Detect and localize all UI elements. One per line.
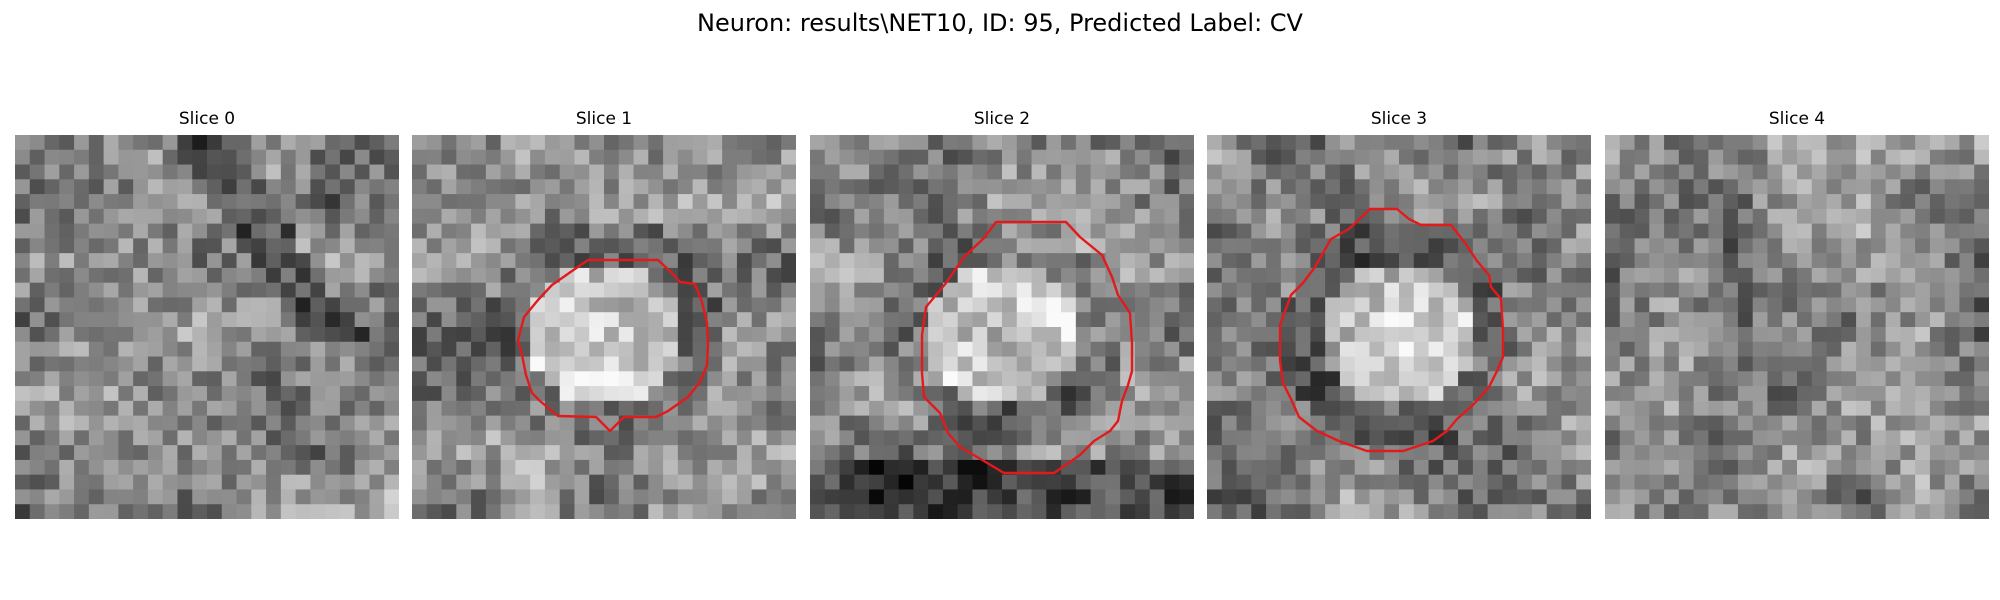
slice-title: Slice 1 <box>575 109 633 129</box>
slice-panel-4: Slice 4 <box>1605 108 1989 522</box>
slice-panel-3: Slice 3 <box>1207 108 1591 522</box>
slice-title: Slice 4 <box>1768 109 1826 129</box>
slice-image-3 <box>1207 135 1591 519</box>
slice-panel-2: Slice 2 <box>810 108 1194 522</box>
roi-outline <box>920 220 1134 475</box>
microscopy-pixels <box>810 135 1194 519</box>
slice-title: Slice 2 <box>973 109 1031 129</box>
slice-image-0 <box>15 135 399 519</box>
roi-outline <box>516 258 710 433</box>
microscopy-pixels <box>1207 135 1591 519</box>
slice-panel-1: Slice 1 <box>412 108 796 522</box>
slice-panel-0: Slice 0 <box>15 108 399 522</box>
slice-image-2 <box>810 135 1194 519</box>
microscopy-pixels <box>412 135 796 519</box>
slice-title: Slice 3 <box>1370 109 1428 129</box>
roi-outline <box>1278 207 1505 453</box>
figure-title: Neuron: results\NET10, ID: 95, Predicted… <box>697 9 1303 37</box>
slice-title: Slice 0 <box>178 109 236 129</box>
microscopy-pixels <box>1605 135 1989 519</box>
microscopy-pixels <box>15 135 399 519</box>
slice-image-4 <box>1605 135 1989 519</box>
slice-image-1 <box>412 135 796 519</box>
